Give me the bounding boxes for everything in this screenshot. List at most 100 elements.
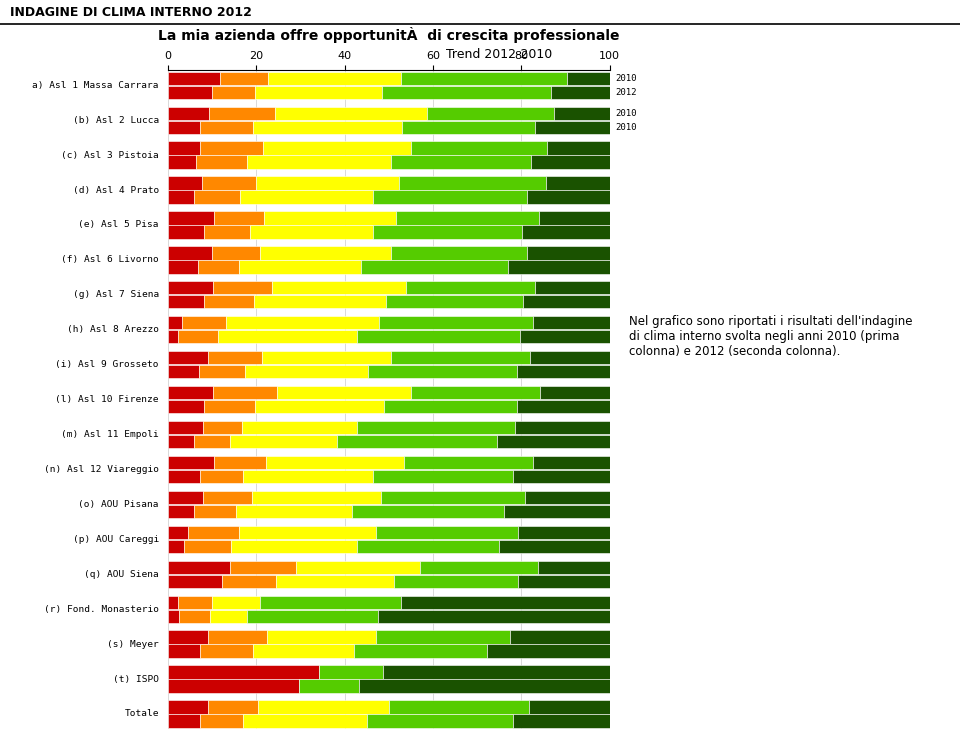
Bar bbox=[229, 435, 338, 448]
Bar bbox=[523, 295, 610, 309]
Bar bbox=[517, 400, 610, 413]
Bar bbox=[338, 435, 496, 448]
Bar bbox=[203, 491, 252, 504]
Bar bbox=[168, 246, 211, 260]
Bar bbox=[168, 316, 182, 329]
Bar bbox=[240, 190, 373, 204]
Bar bbox=[533, 316, 610, 329]
Bar bbox=[392, 351, 530, 364]
Bar bbox=[179, 610, 210, 623]
Text: INDAGINE DI CLIMA INTERNO 2012: INDAGINE DI CLIMA INTERNO 2012 bbox=[10, 6, 252, 19]
Bar bbox=[203, 421, 243, 434]
Bar bbox=[404, 456, 533, 469]
Bar bbox=[168, 330, 178, 343]
Bar bbox=[359, 679, 610, 693]
Bar bbox=[247, 155, 391, 169]
Bar bbox=[376, 630, 511, 644]
Bar bbox=[379, 316, 533, 329]
Bar bbox=[554, 107, 610, 120]
Bar bbox=[213, 386, 277, 400]
Bar bbox=[398, 176, 546, 189]
Bar bbox=[533, 456, 610, 469]
Bar bbox=[168, 281, 213, 295]
Bar bbox=[402, 121, 535, 134]
Bar bbox=[300, 679, 359, 693]
Bar bbox=[168, 525, 188, 539]
Bar bbox=[199, 260, 239, 274]
Bar bbox=[513, 714, 610, 727]
Bar bbox=[168, 176, 203, 189]
Bar bbox=[168, 435, 194, 448]
Bar bbox=[168, 505, 194, 518]
Bar bbox=[255, 400, 384, 413]
Bar bbox=[384, 400, 517, 413]
Bar bbox=[258, 700, 389, 713]
Bar bbox=[372, 470, 513, 483]
Bar bbox=[504, 505, 610, 518]
Bar bbox=[369, 365, 517, 378]
Bar bbox=[168, 386, 213, 400]
Bar bbox=[200, 141, 263, 155]
Bar bbox=[496, 435, 610, 448]
Bar bbox=[204, 400, 255, 413]
Bar bbox=[182, 316, 226, 329]
Bar bbox=[401, 596, 610, 609]
Bar bbox=[168, 539, 183, 553]
Bar bbox=[488, 645, 610, 658]
Bar bbox=[508, 260, 610, 274]
Bar bbox=[168, 351, 207, 364]
Bar bbox=[201, 714, 244, 727]
Bar bbox=[566, 72, 610, 85]
Bar bbox=[239, 525, 376, 539]
Bar bbox=[168, 107, 208, 120]
Bar bbox=[411, 386, 540, 400]
Bar bbox=[427, 107, 554, 120]
Bar bbox=[546, 141, 610, 155]
Bar bbox=[168, 679, 300, 693]
Bar bbox=[168, 630, 207, 644]
Bar bbox=[535, 281, 610, 295]
Bar bbox=[196, 155, 247, 169]
Bar bbox=[411, 141, 546, 155]
Bar bbox=[239, 260, 361, 274]
Bar bbox=[214, 212, 264, 225]
Bar bbox=[168, 72, 220, 85]
Bar bbox=[517, 365, 610, 378]
Bar bbox=[511, 630, 610, 644]
Bar bbox=[276, 574, 395, 588]
Bar bbox=[168, 86, 211, 99]
Bar bbox=[222, 574, 276, 588]
Text: Trend 2012-2010: Trend 2012-2010 bbox=[446, 48, 552, 61]
Bar bbox=[168, 561, 229, 574]
Bar bbox=[516, 421, 610, 434]
Bar bbox=[373, 190, 527, 204]
Bar bbox=[275, 107, 427, 120]
Bar bbox=[538, 561, 610, 574]
Bar bbox=[391, 155, 531, 169]
Bar bbox=[392, 246, 527, 260]
Bar bbox=[551, 86, 610, 99]
Bar bbox=[168, 421, 203, 434]
Text: Nel grafico sono riportati i risultati dell'indagine
di clima interno svolta neg: Nel grafico sono riportati i risultati d… bbox=[629, 314, 912, 357]
Bar bbox=[260, 246, 392, 260]
Bar bbox=[520, 330, 610, 343]
Bar bbox=[356, 421, 516, 434]
Bar bbox=[378, 610, 610, 623]
Bar bbox=[168, 190, 194, 204]
Bar bbox=[546, 176, 610, 189]
Bar bbox=[368, 714, 513, 727]
Bar bbox=[168, 714, 201, 727]
Bar bbox=[207, 630, 267, 644]
Text: 2010: 2010 bbox=[615, 123, 636, 132]
Bar bbox=[373, 225, 522, 238]
Bar bbox=[267, 630, 376, 644]
Bar bbox=[396, 212, 539, 225]
Bar bbox=[252, 491, 381, 504]
Bar bbox=[527, 190, 610, 204]
Bar bbox=[531, 155, 610, 169]
Bar bbox=[518, 525, 610, 539]
Bar bbox=[178, 330, 218, 343]
Bar bbox=[499, 539, 610, 553]
Bar bbox=[168, 665, 319, 679]
Bar bbox=[357, 539, 499, 553]
